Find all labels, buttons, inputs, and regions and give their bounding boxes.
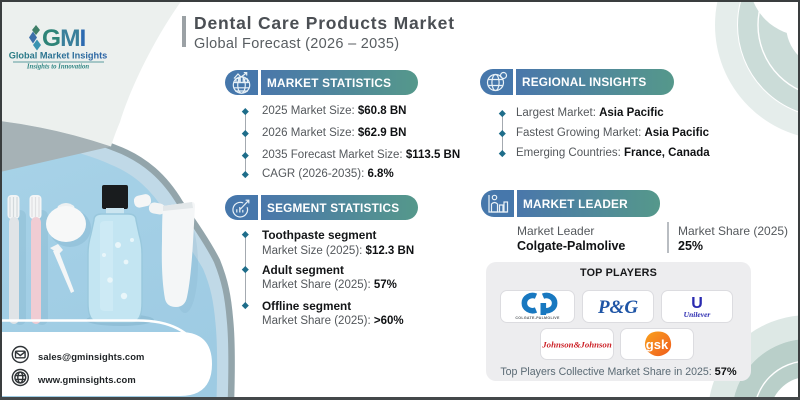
svg-text:Johnson&Johnson: Johnson&Johnson [541,340,612,350]
svg-text:Global Market Insights: Global Market Insights [9,51,108,61]
svg-text:COLGATE-PALMOLIVE: COLGATE-PALMOLIVE [515,316,560,320]
svg-text:Unilever: Unilever [684,310,711,319]
svg-text:gsk: gsk [646,337,669,352]
svg-text:GMI: GMI [42,25,86,52]
svg-text:Insights to Innovation: Insights to Innovation [26,64,90,71]
svg-text:U: U [691,295,703,312]
svg-text:P&G: P&G [597,297,638,318]
